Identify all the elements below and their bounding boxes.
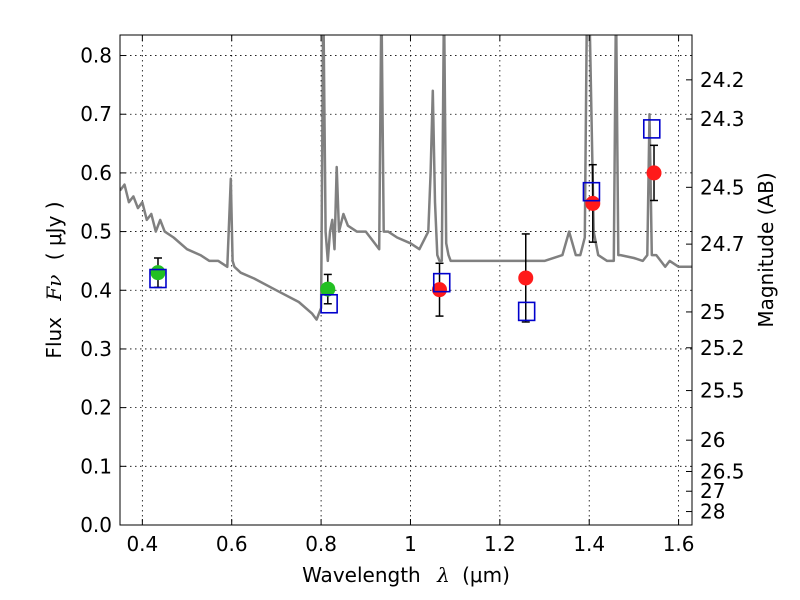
y-tick-label: 0.6 [80,161,112,185]
model-flux-square [582,181,601,202]
model-flux-square [517,301,536,322]
model-flux-square [642,119,661,139]
y2-tick-label: 24.2 [700,68,745,92]
y-tick-label: 0.7 [80,102,112,126]
x-axis: 0.4 0.6 0.8 1 1.2 1.4 1.6 [126,35,695,556]
x-axis-unit: (μm) [462,563,510,587]
y-tick-label: 0.2 [80,396,112,420]
x-tick-label: 1.4 [573,532,605,556]
y-axis-unit: ( μJy ) [42,201,66,260]
model-flux-square [432,272,451,293]
y2-tick-label: 26.5 [700,459,745,483]
x-axis-title: Wavelength λ (μm) [302,563,510,587]
y2-tick-label: 28 [700,500,725,524]
photometry-point [432,282,448,298]
x-tick-label: 1.6 [663,532,695,556]
y2-tick-label: 26 [700,428,725,452]
x-tick-label: 1 [404,532,417,556]
photometry-point [518,270,534,286]
y-axis-label: Flux [42,317,66,359]
plot-frame [119,34,693,526]
y-axis: 0.0 0.1 0.2 0.3 0.4 0.5 0.6 0.7 0.8 [80,44,126,537]
y2-tick-label: 25 [700,300,725,324]
y-tick-label: 0.5 [80,220,112,244]
y2-tick-label: 25.2 [700,336,745,360]
y-tick-label: 0.1 [80,454,112,478]
x-tick-label: 0.8 [305,532,337,556]
model-spectrum-line [120,35,692,321]
y2-tick-label: 27 [700,479,725,503]
y2-tick-label: 24.3 [700,107,745,131]
x-axis-symbol: λ [436,563,450,587]
x-tick-label: 0.6 [216,532,248,556]
x-tick-label: 1.2 [484,532,516,556]
y2-tick-label: 25.5 [700,379,745,403]
x-axis-label: Wavelength [302,563,421,587]
model-flux-square [320,293,338,314]
y-axis-symbol: Fν [42,275,66,302]
photometry-point [320,281,336,297]
y2-axis-title: Magnitude (AB) [754,172,778,327]
y-tick-label: 0.8 [80,44,112,68]
series-group [120,35,692,321]
grid [120,35,692,526]
plot-area [120,35,692,323]
y2-tick-label: 24.5 [700,175,745,199]
y-axis-title: Flux Fν ( μJy ) [42,201,66,358]
photometry-point [646,165,662,181]
photometry-point [150,265,166,281]
model-flux-square [149,268,167,289]
y-tick-label: 0.4 [80,278,112,302]
x-tick-label: 0.4 [126,532,158,556]
y-tick-label: 0.0 [80,513,112,537]
photometry-point [585,195,601,211]
y2-tick-label: 24.7 [700,232,745,256]
y-tick-label: 0.3 [80,337,112,361]
